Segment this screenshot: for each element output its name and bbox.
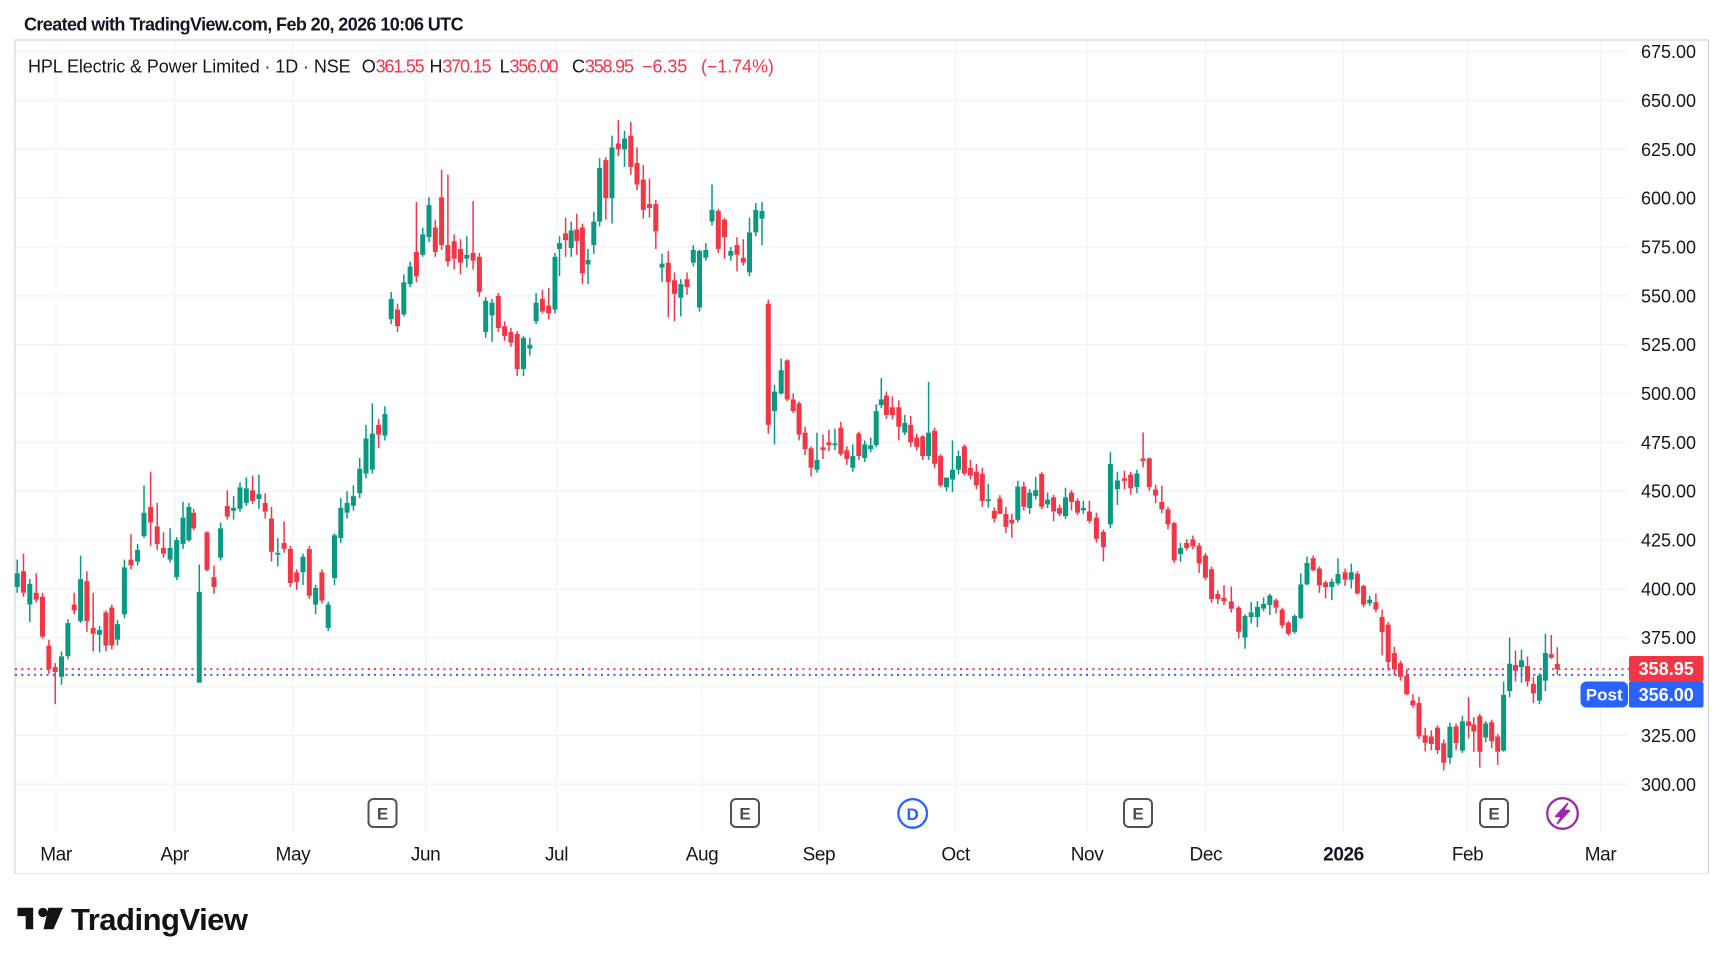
svg-text:Aug: Aug [686,845,719,866]
svg-text:E: E [739,805,750,824]
svg-text:Oct: Oct [941,845,970,866]
svg-text:Created with TradingView.com,: Created with TradingView.com, Feb 20, 20… [24,15,464,35]
svg-text:Jun: Jun [411,845,440,866]
svg-text:E: E [377,805,388,824]
svg-text:HPL Electric & Power Limited ·: HPL Electric & Power Limited · 1D · NSE O… [28,57,774,77]
svg-text:525.00: 525.00 [1641,335,1696,355]
svg-text:600.00: 600.00 [1641,189,1696,209]
svg-text:300.00: 300.00 [1641,775,1696,795]
svg-text:Post: Post [1586,686,1623,705]
svg-text:358.95: 358.95 [1639,659,1694,679]
svg-text:TradingView: TradingView [71,902,249,937]
svg-text:400.00: 400.00 [1641,579,1696,599]
svg-text:E: E [1132,805,1143,824]
svg-text:325.00: 325.00 [1641,726,1696,746]
svg-text:2026: 2026 [1323,845,1364,866]
svg-text:E: E [1488,805,1499,824]
svg-text:D: D [907,805,919,824]
svg-text:Feb: Feb [1452,845,1484,866]
svg-text:Sep: Sep [803,845,836,866]
svg-text:450.00: 450.00 [1641,482,1696,502]
svg-text:575.00: 575.00 [1641,238,1696,258]
svg-text:Apr: Apr [160,845,189,866]
svg-text:375.00: 375.00 [1641,628,1696,648]
svg-text:Dec: Dec [1190,845,1223,866]
svg-text:Jul: Jul [545,845,568,866]
svg-text:550.00: 550.00 [1641,286,1696,306]
svg-text:650.00: 650.00 [1641,91,1696,111]
svg-text:425.00: 425.00 [1641,531,1696,551]
svg-text:500.00: 500.00 [1641,384,1696,404]
svg-text:Mar: Mar [1585,845,1618,866]
svg-text:675.00: 675.00 [1641,42,1696,62]
svg-text:475.00: 475.00 [1641,433,1696,453]
svg-text:625.00: 625.00 [1641,140,1696,160]
svg-text:May: May [276,845,312,866]
svg-text:356.00: 356.00 [1639,685,1694,705]
svg-text:Mar: Mar [40,845,73,866]
svg-text:Nov: Nov [1071,845,1104,866]
